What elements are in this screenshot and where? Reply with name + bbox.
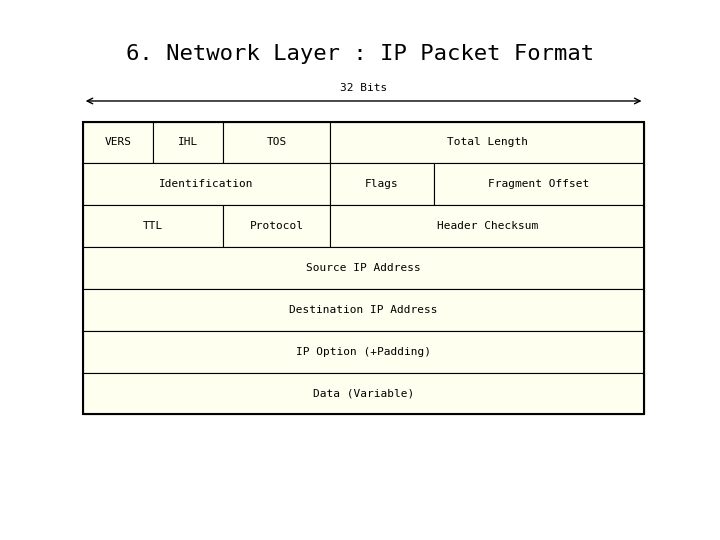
Text: TOS: TOS — [266, 137, 287, 147]
Bar — [83, 330, 644, 373]
Text: Destination IP Address: Destination IP Address — [289, 305, 438, 315]
Bar — [330, 205, 644, 247]
Bar — [330, 163, 433, 205]
Bar — [83, 205, 223, 247]
Bar — [153, 122, 223, 163]
Text: VERS: VERS — [104, 137, 132, 147]
Bar — [433, 163, 644, 205]
Text: TTL: TTL — [143, 221, 163, 231]
Bar — [83, 373, 644, 415]
Bar — [83, 122, 153, 163]
Bar — [223, 122, 330, 163]
Text: IHL: IHL — [178, 137, 198, 147]
Bar — [330, 122, 644, 163]
Text: Header Checksum: Header Checksum — [436, 221, 538, 231]
Text: Flags: Flags — [365, 179, 399, 190]
Text: IP Option (+Padding): IP Option (+Padding) — [296, 347, 431, 357]
Text: Data (Variable): Data (Variable) — [313, 388, 414, 399]
Text: 6. Network Layer : IP Packet Format: 6. Network Layer : IP Packet Format — [126, 44, 594, 64]
Text: Protocol: Protocol — [250, 221, 304, 231]
Bar — [83, 247, 644, 289]
Bar — [83, 163, 330, 205]
Text: 32 Bits: 32 Bits — [340, 83, 387, 93]
Bar — [223, 205, 330, 247]
Bar — [83, 122, 644, 415]
Text: Identification: Identification — [159, 179, 253, 190]
Text: Source IP Address: Source IP Address — [306, 263, 421, 273]
Text: Total Length: Total Length — [446, 137, 528, 147]
Text: Fragment Offset: Fragment Offset — [488, 179, 590, 190]
Bar — [83, 289, 644, 330]
